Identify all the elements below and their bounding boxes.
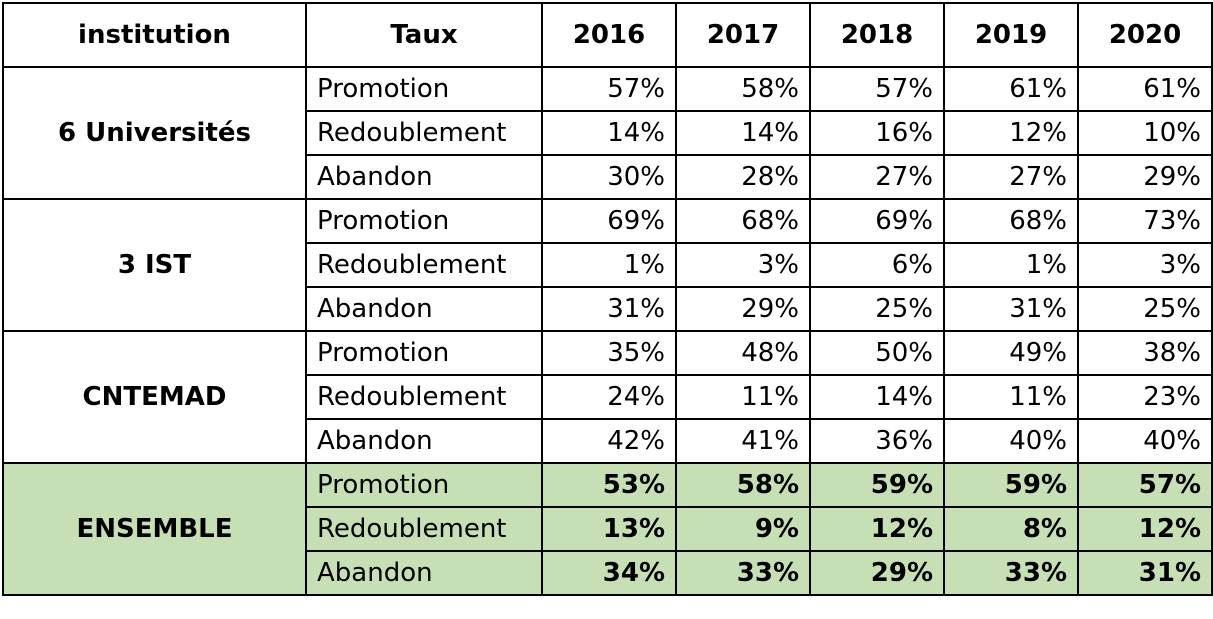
institution-name: 6 Universités [2,66,307,200]
rate-value: 48% [675,330,811,376]
table-row: Redoublement 14% 14% 16% 12% 10% [3,110,1213,156]
rate-value: 27% [943,154,1079,200]
rate-value: 40% [1077,418,1213,464]
rate-label: Redoublement [305,374,543,420]
table-row: 3 IST Promotion 69% 68% 69% 68% 73% [2,198,1213,332]
rate-value-total: 31% [1077,550,1213,596]
table-row: Redoublement 24% 11% 14% 11% 23% [3,374,1213,420]
rate-value: 41% [675,418,811,464]
rate-value: 1% [943,242,1079,288]
rates-table: institution Taux 2016 2017 2018 2019 202… [2,2,1213,596]
rate-label: Redoublement [305,506,543,552]
rate-value: 28% [675,154,811,200]
rate-value-total: 53% [541,462,677,508]
rate-value: 30% [541,154,677,200]
rate-value-total: 12% [1077,506,1213,552]
rate-value: 11% [943,374,1079,420]
rate-label: Promotion [305,198,543,244]
rate-value: 11% [675,374,811,420]
rate-value: 29% [675,286,811,332]
rate-value: 14% [675,110,811,156]
rate-value: 73% [1077,198,1213,244]
header-year: 2016 [541,2,677,68]
rate-value: 69% [541,198,677,244]
total-row: Redoublement 13% 9% 12% 8% 12% [3,506,1213,552]
rate-value: 61% [1077,66,1213,112]
table-row: Abandon 42% 41% 36% 40% 40% [3,418,1213,464]
table-row: Abandon 31% 29% 25% 31% 25% [3,286,1213,332]
rate-value: 10% [1077,110,1213,156]
rate-value-total: 33% [943,550,1079,596]
rate-label: Promotion [305,66,543,112]
rate-value: 40% [943,418,1079,464]
rate-value: 3% [1077,242,1213,288]
institution-name: 3 IST [2,198,307,332]
rate-value: 16% [809,110,945,156]
rate-value: 31% [541,286,677,332]
rate-label: Abandon [305,154,543,200]
rate-value: 29% [1077,154,1213,200]
rate-value: 25% [809,286,945,332]
rate-value: 57% [809,66,945,112]
rate-label: Redoublement [305,110,543,156]
rate-label: Abandon [305,418,543,464]
total-row: ENSEMBLE Promotion 53% 58% 59% 59% 57% [2,462,1213,596]
rate-value: 36% [809,418,945,464]
rate-value-total: 57% [1077,462,1213,508]
rate-value: 49% [943,330,1079,376]
rate-value-total: 59% [809,462,945,508]
table-row: Abandon 30% 28% 27% 27% 29% [3,154,1213,200]
rate-label: Redoublement [305,242,543,288]
table-row: 6 Universités Promotion 57% 58% 57% 61% … [2,66,1213,200]
table-row: Redoublement 1% 3% 6% 1% 3% [3,242,1213,288]
rate-value-total: 29% [809,550,945,596]
institution-name: CNTEMAD [2,330,307,464]
rate-value-total: 34% [541,550,677,596]
table-row: CNTEMAD Promotion 35% 48% 50% 49% 38% [2,330,1213,464]
rate-value: 24% [541,374,677,420]
rate-value: 3% [675,242,811,288]
rate-value: 50% [809,330,945,376]
rate-value: 57% [541,66,677,112]
rate-label: Promotion [305,462,543,508]
rate-value: 23% [1077,374,1213,420]
rate-label: Promotion [305,330,543,376]
rate-value: 12% [943,110,1079,156]
institution-name-total: ENSEMBLE [2,462,307,596]
rate-value: 27% [809,154,945,200]
rate-value: 1% [541,242,677,288]
rate-label: Abandon [305,286,543,332]
rate-value: 6% [809,242,945,288]
rate-value: 31% [943,286,1079,332]
rate-value-total: 12% [809,506,945,552]
header-year: 2019 [943,2,1079,68]
rate-value: 14% [541,110,677,156]
rate-value-total: 13% [541,506,677,552]
total-row: Abandon 34% 33% 29% 33% 31% [3,550,1213,596]
rate-value: 69% [809,198,945,244]
header-year: 2017 [675,2,811,68]
rate-value: 25% [1077,286,1213,332]
rate-value: 58% [675,66,811,112]
header-institution: institution [2,2,307,68]
rate-value: 68% [943,198,1079,244]
rate-label: Abandon [305,550,543,596]
rate-value: 68% [675,198,811,244]
rate-value-total: 33% [675,550,811,596]
rate-value: 42% [541,418,677,464]
rate-value: 61% [943,66,1079,112]
header-year: 2020 [1077,2,1213,68]
rate-value-total: 58% [675,462,811,508]
rate-value-total: 9% [675,506,811,552]
rate-value: 38% [1077,330,1213,376]
rate-value-total: 59% [943,462,1079,508]
rate-value-total: 8% [943,506,1079,552]
header-row: institution Taux 2016 2017 2018 2019 202… [2,2,1213,68]
header-year: 2018 [809,2,945,68]
header-taux: Taux [305,2,543,68]
rate-value: 35% [541,330,677,376]
rate-value: 14% [809,374,945,420]
